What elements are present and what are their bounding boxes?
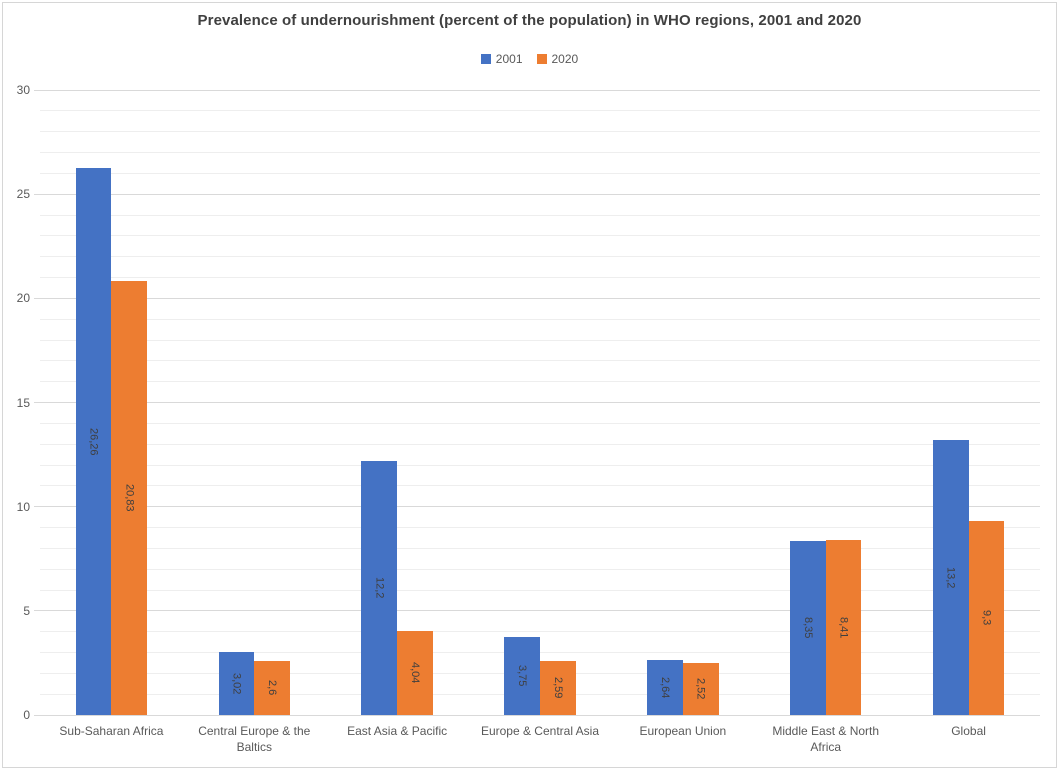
minor-gridline-12 xyxy=(40,464,1040,466)
y-axis-label-0: 0 xyxy=(23,708,30,722)
minor-gridline-24 xyxy=(40,214,1040,216)
x-axis-label-5: European Union xyxy=(639,724,727,738)
y-axis-tick-5 xyxy=(34,610,40,612)
bar-2001-3 xyxy=(361,460,398,715)
minor-gridline-14 xyxy=(40,422,1040,424)
plot-area: 0 5 10 15 20 25 30 26,26 20,83 Sub-Saharan Africa… xyxy=(17,83,1040,754)
minor-gridline-8 xyxy=(40,547,1040,549)
major-gridline-10 xyxy=(40,506,1040,508)
y-axis-label-15: 15 xyxy=(16,395,30,410)
bar-2020-6 xyxy=(825,539,862,715)
minor-gridline-13 xyxy=(40,443,1040,445)
bar-2001-5 xyxy=(647,660,683,715)
y-axis-tick-0 xyxy=(34,714,40,716)
minor-gridline-23 xyxy=(40,235,1040,237)
y-axis-label-20: 20 xyxy=(16,291,30,306)
minor-gridline-16 xyxy=(40,381,1040,383)
x-axis-label-1: Sub-Saharan Africa xyxy=(59,724,164,738)
x-axis-label-7: Global xyxy=(951,724,986,738)
y-axis-label-10: 10 xyxy=(16,499,30,514)
minor-gridline-27 xyxy=(40,152,1040,153)
major-gridline-0 xyxy=(40,714,1040,716)
y-axis-label-25: 25 xyxy=(16,187,30,202)
bar-2020-2 xyxy=(254,660,290,715)
minor-gridline-7 xyxy=(40,568,1040,570)
bar-2001-2 xyxy=(218,652,255,715)
minor-gridline-11 xyxy=(40,485,1040,487)
legend-item-2001: 2001 xyxy=(480,52,523,66)
y-axis-tick-30 xyxy=(34,89,40,91)
major-gridline-20 xyxy=(40,297,1040,299)
chart-title: Prevalence of undernourishment (percent … xyxy=(197,12,862,29)
y-axis-tick-15 xyxy=(34,402,40,403)
minor-gridline-3 xyxy=(40,652,1040,653)
x-axis-label-6: Middle East & North Africa xyxy=(772,724,880,754)
legend-swatch-2020 xyxy=(536,54,547,64)
y-axis-label-5: 5 xyxy=(23,603,30,618)
minor-gridline-26 xyxy=(40,172,1040,174)
minor-gridline-6 xyxy=(40,589,1040,591)
y-axis-label-30: 30 xyxy=(16,83,30,97)
minor-gridline-22 xyxy=(40,256,1040,258)
bar-2020-5 xyxy=(682,662,719,715)
legend-swatch-2001 xyxy=(480,54,491,64)
y-axis-tick-25 xyxy=(34,193,40,195)
bar-2020-7 xyxy=(968,521,1005,715)
legend-item-2020: 2020 xyxy=(536,52,579,66)
minor-gridline-18 xyxy=(40,339,1040,341)
major-gridline-15 xyxy=(40,402,1040,403)
bar-2001-6 xyxy=(790,541,826,715)
major-gridline-5 xyxy=(40,610,1040,612)
minor-gridline-29 xyxy=(40,110,1040,112)
minor-gridline-4 xyxy=(40,631,1040,633)
x-axis-label-3: East Asia & Pacific xyxy=(347,724,448,738)
bar-2020-1 xyxy=(111,281,148,715)
major-gridline-25 xyxy=(40,193,1040,195)
chart-legend: 2001 2020 xyxy=(0,52,1059,66)
minor-gridline-9 xyxy=(40,527,1040,528)
bar-2020-4 xyxy=(540,661,576,715)
minor-gridline-19 xyxy=(40,318,1040,320)
bar-2001-4 xyxy=(504,636,540,715)
legend-label-2020: 2020 xyxy=(551,52,579,66)
legend-label-2001: 2001 xyxy=(495,52,523,66)
y-axis-tick-10 xyxy=(34,506,40,508)
bar-2001-7 xyxy=(932,440,969,715)
minor-gridline-17 xyxy=(40,360,1040,362)
minor-gridline-21 xyxy=(40,277,1040,278)
y-axis-tick-20 xyxy=(34,297,40,299)
bar-2020-3 xyxy=(397,630,433,715)
major-gridline-30 xyxy=(40,89,1040,91)
bar-2001-1 xyxy=(75,167,112,715)
x-axis-label-2: Central Europe & the Baltics xyxy=(198,724,311,754)
x-axis-label-4: Europe & Central Asia xyxy=(480,724,600,738)
minor-gridline-28 xyxy=(40,131,1040,133)
